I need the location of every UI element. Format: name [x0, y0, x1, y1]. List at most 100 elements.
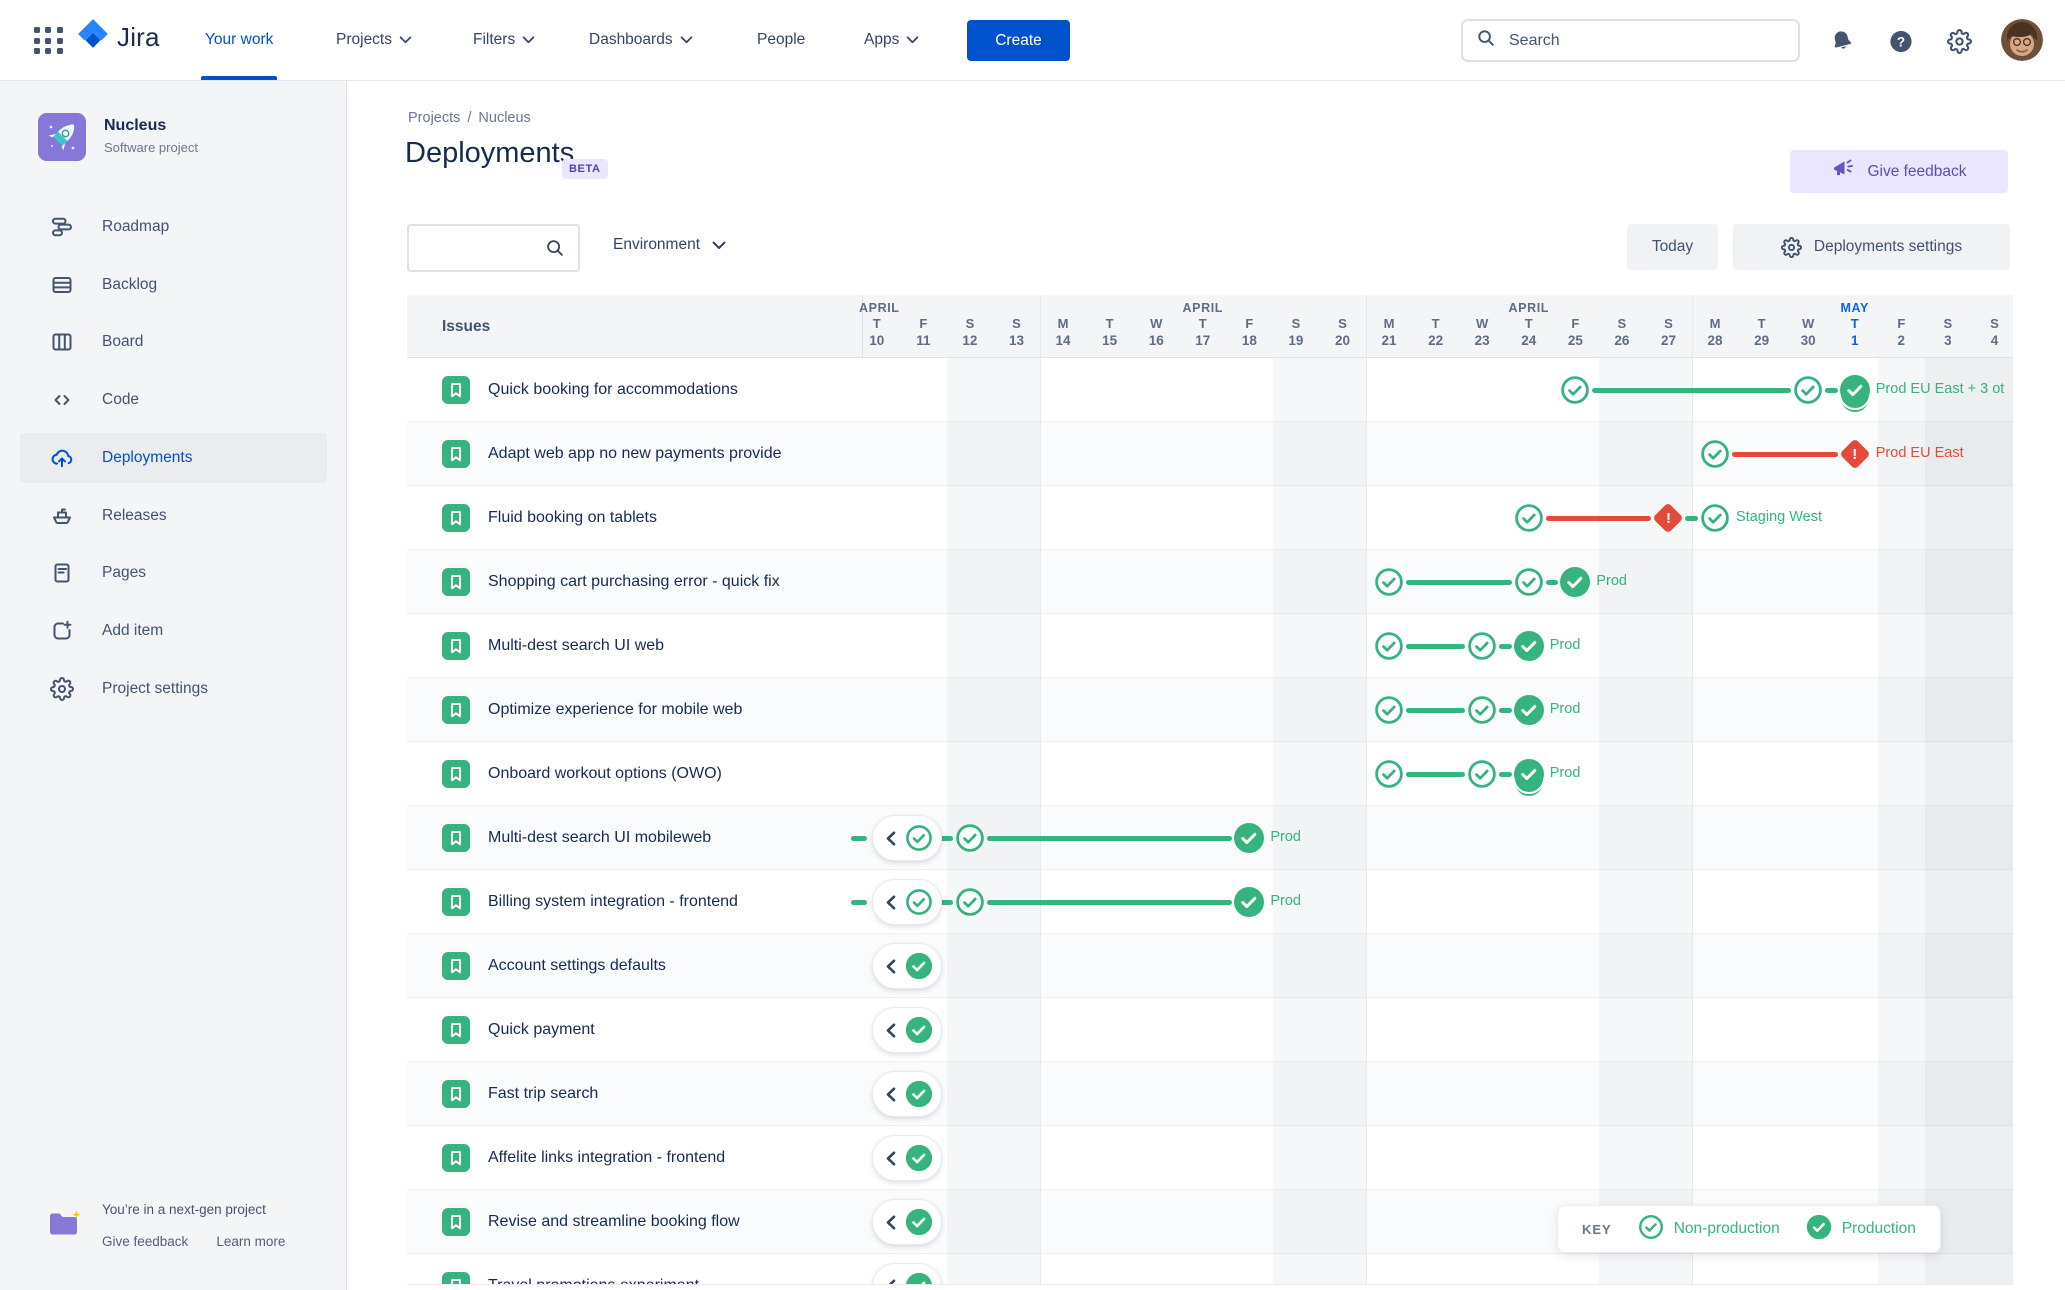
environment-label: Staging West [1736, 509, 1823, 525]
nav-item-projects[interactable]: Projects [336, 0, 412, 80]
gear-icon[interactable] [1946, 28, 1972, 54]
bell-icon[interactable] [1829, 28, 1855, 54]
deployment-node-outline[interactable] [1467, 695, 1497, 725]
day-number: 27 [1660, 333, 1676, 348]
sidebar-learn-more-link[interactable]: Learn more [216, 1234, 286, 1249]
sidebar-item-releases[interactable]: Releases [20, 491, 327, 541]
sidebar-item-roadmap[interactable]: Roadmap [20, 202, 327, 252]
search-icon [1475, 27, 1497, 54]
deployment-node-prod-multi[interactable] [1512, 758, 1545, 798]
deployment-node-outline[interactable] [1467, 631, 1497, 661]
issue-filter-input[interactable] [417, 230, 547, 266]
deployment-node-outline[interactable] [1560, 375, 1590, 405]
jira-logo[interactable]: Jira [76, 18, 160, 57]
breadcrumb-link-projects[interactable]: Projects [408, 110, 461, 126]
pipeline-collapse-pill[interactable] [872, 1199, 942, 1245]
global-search[interactable] [1461, 19, 1800, 62]
deployment-node-outline[interactable] [1700, 439, 1730, 469]
deployment-node-prod[interactable] [1513, 630, 1545, 662]
pipeline-edge-connector [851, 835, 867, 841]
issue-row[interactable]: Optimize experience for mobile web [407, 678, 862, 741]
issue-filter-search[interactable] [407, 224, 580, 272]
sidebar-item-backlog[interactable]: Backlog [20, 260, 327, 310]
pipeline-collapse-pill[interactable] [872, 1263, 942, 1284]
create-button[interactable]: Create [967, 20, 1070, 61]
help-icon[interactable]: ? [1888, 28, 1914, 54]
day-letter: T [1757, 316, 1766, 331]
sidebar-item-project-settings[interactable]: Project settings [20, 664, 327, 714]
search-input[interactable] [1507, 30, 1786, 51]
deployment-node-outline[interactable] [1514, 567, 1544, 597]
deployment-node-outline[interactable] [1467, 759, 1497, 789]
deployment-warning-icon[interactable]: ! [1839, 438, 1871, 470]
deployment-node-outline[interactable] [1700, 503, 1730, 533]
issue-row[interactable]: Quick booking for accommodations [407, 358, 862, 421]
pipeline-collapse-pill[interactable] [872, 1135, 942, 1181]
jira-logo-icon [76, 18, 110, 57]
sidebar-item-deployments[interactable]: Deployments [20, 432, 327, 483]
issue-row[interactable]: Quick payment [407, 998, 862, 1061]
pipeline-collapse-pill[interactable] [872, 943, 942, 989]
weekend-shading [1924, 358, 2013, 1284]
issue-row[interactable]: Account settings defaults [407, 934, 862, 997]
deployment-node-outline[interactable] [1374, 567, 1404, 597]
sidebar-item-code[interactable]: Code [20, 375, 327, 425]
rocket-icon[interactable] [38, 113, 86, 161]
issue-row[interactable]: Affelite links integration - frontend [407, 1126, 862, 1189]
sidebar-item-pages[interactable]: Pages [20, 548, 327, 598]
pages-icon [50, 561, 74, 585]
deployment-node-prod[interactable] [1233, 822, 1265, 854]
pipeline-collapse-pill[interactable] [872, 815, 942, 861]
nav-item-your-work[interactable]: Your work [201, 0, 278, 80]
issue-name: Travel promotions experiment [488, 1276, 700, 1285]
issue-name: Optimize experience for mobile web [488, 700, 743, 718]
issue-name: Quick booking for accommodations [488, 380, 738, 398]
issue-row[interactable]: Fluid booking on tablets [407, 486, 862, 549]
deployment-node-outline[interactable] [1514, 503, 1544, 533]
issue-row[interactable]: Travel promotions experiment [407, 1254, 862, 1285]
pipeline-collapse-pill[interactable] [872, 1007, 942, 1053]
main-content: Projects / Nucleus Deployments BETA Give f… [347, 81, 2065, 1290]
issue-row[interactable]: Shopping cart purchasing error - quick f… [407, 550, 862, 613]
breadcrumb: Projects / Nucleus [408, 110, 531, 126]
issue-row[interactable]: Adapt web app no new payments provide [407, 422, 862, 485]
sidebar-item-board[interactable]: Board [20, 317, 327, 367]
day-number: 2 [1897, 333, 1906, 348]
deployment-node-prod[interactable] [1513, 694, 1545, 726]
pipeline-collapse-pill[interactable] [872, 1071, 942, 1117]
deployment-node-outline[interactable] [1374, 695, 1404, 725]
environment-dropdown[interactable]: Environment [613, 236, 726, 254]
breadcrumb-link-nucleus[interactable]: Nucleus [478, 110, 531, 126]
issue-row[interactable]: Multi-dest search UI mobileweb [407, 806, 862, 869]
issue-name: Fast trip search [488, 1084, 599, 1102]
sidebar-give-feedback-link[interactable]: Give feedback [102, 1234, 189, 1249]
deployment-node-outline[interactable] [955, 823, 985, 853]
pipeline-collapse-pill[interactable] [872, 879, 942, 925]
deployment-node-prod[interactable] [1233, 886, 1265, 918]
today-button[interactable]: Today [1627, 224, 1718, 270]
deployment-node-prod[interactable] [1559, 566, 1591, 598]
nav-item-apps[interactable]: Apps [864, 0, 919, 80]
deployment-node-prod-multi[interactable] [1838, 374, 1871, 414]
nav-item-filters[interactable]: Filters [473, 0, 535, 80]
deployments-settings-button[interactable]: Deployments settings [1733, 224, 2010, 270]
day-letter: F [1571, 316, 1580, 331]
sidebar-item-add-item[interactable]: Add item [20, 606, 327, 656]
deployment-node-outline[interactable] [1374, 631, 1404, 661]
issue-row[interactable]: Billing system integration - frontend [407, 870, 862, 933]
deployment-node-outline[interactable] [1374, 759, 1404, 789]
nav-item-dashboards[interactable]: Dashboards [589, 0, 693, 80]
app-switcher-icon[interactable] [34, 27, 64, 55]
nav-item-people[interactable]: People [757, 0, 805, 80]
issues-column-header: Issues [442, 317, 491, 335]
issue-row[interactable]: Onboard workout options (OWO) [407, 742, 862, 805]
avatar[interactable] [2001, 19, 2043, 61]
give-feedback-button[interactable]: Give feedback [1790, 150, 2008, 193]
issue-row[interactable]: Multi-dest search UI web [407, 614, 862, 677]
issue-row[interactable]: Fast trip search [407, 1062, 862, 1125]
deployment-warning-icon[interactable]: ! [1652, 502, 1685, 534]
chevron-down-icon [522, 36, 535, 44]
deployment-node-outline[interactable] [1793, 375, 1823, 405]
deployment-node-outline[interactable] [955, 887, 985, 917]
issue-row[interactable]: Revise and streamline booking flow [407, 1190, 862, 1253]
